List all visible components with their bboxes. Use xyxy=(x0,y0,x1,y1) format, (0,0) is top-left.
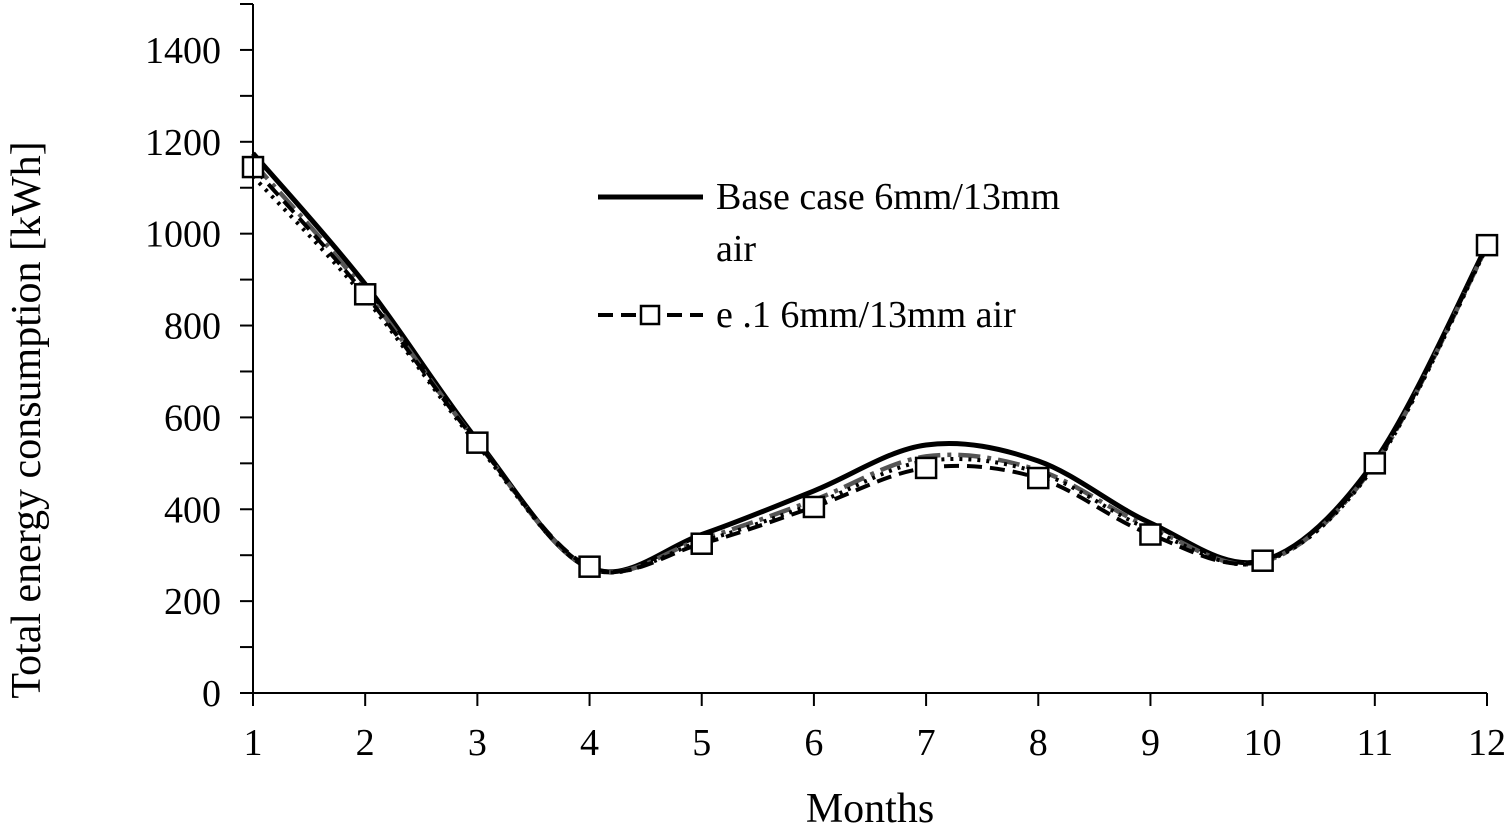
y-tick-label: 800 xyxy=(164,306,221,348)
y-tick-label: 1000 xyxy=(145,214,221,256)
y-tick-label: 200 xyxy=(164,581,221,623)
series-marker xyxy=(1027,466,1050,490)
x-tick-label: 2 xyxy=(356,722,375,764)
legend-label: Base case 6mm/13mm xyxy=(716,176,1060,218)
series-marker xyxy=(353,283,377,306)
y-axis-title: Total energy consumption [kWh] xyxy=(4,141,50,698)
x-tick-label: 1 xyxy=(244,722,263,764)
series-marker xyxy=(1475,233,1499,257)
series-marker xyxy=(1139,523,1162,546)
series-line-3 xyxy=(251,174,1489,575)
legend-label: e .1 6mm/13mm air xyxy=(716,294,1016,336)
series-line-2 xyxy=(251,161,1490,575)
series-marker xyxy=(690,532,713,555)
series-line-4 xyxy=(251,165,1489,574)
legend: Base case 6mm/13mm air e .1 6mm/13mm air xyxy=(598,176,1060,336)
series-marker xyxy=(802,495,826,519)
x-tick-label: 7 xyxy=(917,722,936,764)
x-tick-label: 11 xyxy=(1357,722,1394,764)
y-tick-label: 400 xyxy=(164,489,221,531)
plot-lines xyxy=(251,151,1490,575)
series-marker xyxy=(1363,452,1387,475)
legend-label: air xyxy=(716,228,756,270)
y-ticks: 0 200 400 600 800 1000 1200 1400 xyxy=(145,3,253,715)
legend-marker xyxy=(639,304,661,326)
x-tick-label: 9 xyxy=(1141,722,1160,764)
series-marker xyxy=(1251,549,1274,572)
series-marker xyxy=(466,431,489,454)
series-marker xyxy=(914,456,938,480)
x-tick-label: 3 xyxy=(468,722,487,764)
y-tick-label: 0 xyxy=(202,673,221,715)
x-tick-label: 8 xyxy=(1029,722,1048,764)
y-tick-label: 600 xyxy=(164,397,221,439)
x-axis-title: Months xyxy=(806,786,934,828)
series-marker xyxy=(578,555,601,578)
x-tick-label: 6 xyxy=(804,722,823,764)
x-ticks: 1 2 3 4 5 6 7 8 9 10 11 12 xyxy=(244,693,1506,764)
x-tick-label: 12 xyxy=(1468,722,1506,764)
y-tick-label: 1200 xyxy=(145,122,221,164)
x-tick-label: 4 xyxy=(580,722,599,764)
x-tick-label: 10 xyxy=(1244,722,1282,764)
y-tick-label: 1400 xyxy=(145,30,221,72)
x-tick-label: 5 xyxy=(692,722,711,764)
series-markers xyxy=(241,155,1499,578)
